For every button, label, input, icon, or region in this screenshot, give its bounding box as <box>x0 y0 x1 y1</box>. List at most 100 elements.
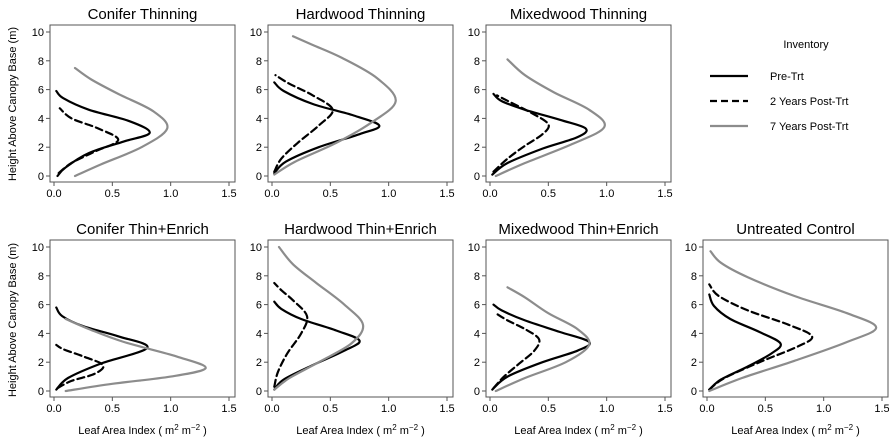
y-tick-label: 0 <box>256 386 262 398</box>
series-line-2-years-post-trt <box>273 74 334 173</box>
panel-hardwood-thinning: Hardwood Thinning 0 2 4 6 8 10 0.0 0.5 1.0 1.5 <box>250 6 455 200</box>
y-axis-label-bottom: Height Above Canopy Base (m) <box>7 243 19 397</box>
x-tick-label: 1.5 <box>439 188 454 200</box>
x-tick-label: 0.0 <box>482 403 497 415</box>
x-tick-label: 0.0 <box>699 403 714 415</box>
x-tick-label: 0.5 <box>323 188 338 200</box>
y-tick-label: 6 <box>474 85 480 97</box>
plot-frame <box>702 239 889 398</box>
y-tick-label: 0 <box>474 386 480 398</box>
y-tick-label: 0 <box>38 171 44 183</box>
y-axis-label-top: Height Above Canopy Base (m) <box>7 27 19 181</box>
y-tick-label: 10 <box>685 242 697 254</box>
series-line-pre-trt <box>273 300 361 391</box>
x-tick-label: 1.5 <box>657 403 672 415</box>
y-tick-label: 0 <box>474 171 480 183</box>
plot-frame <box>267 24 454 183</box>
y-tick-label: 4 <box>38 113 44 125</box>
y-tick-label: 10 <box>468 242 480 254</box>
legend-label-pre-trt: Pre-Trt <box>770 71 804 83</box>
y-tick-label: 2 <box>256 142 262 154</box>
x-tick-label: 0.5 <box>105 403 120 415</box>
y-tick-label: 2 <box>691 357 697 369</box>
x-tick-label: 1.0 <box>599 403 614 415</box>
panel-conifer-thinning: Conifer Thinning 0 2 4 6 8 10 0.0 0.5 1.0 1.5 <box>32 6 237 200</box>
x-tick-label: 0.0 <box>264 403 279 415</box>
x-tick-label: 1.5 <box>874 403 889 415</box>
series-line-2-years-post-trt <box>55 343 105 390</box>
plot-frame <box>49 239 236 398</box>
series-line-pre-trt <box>491 303 591 391</box>
y-tick-label: 6 <box>38 85 44 97</box>
panel-title: Mixedwood Thinning <box>510 6 647 23</box>
legend-label-7yr-post-trt: 7 Years Post-Trt <box>770 121 848 133</box>
panel-title: Mixedwood Thin+Enrich <box>498 221 658 238</box>
series-line-2-years-post-trt <box>708 283 814 391</box>
y-tick-label: 4 <box>691 328 697 340</box>
x-axis-label: Leaf Area Index ( m2 m−2 ) <box>296 423 425 437</box>
plot-frame <box>485 24 672 183</box>
y-tick-label: 10 <box>32 27 44 39</box>
y-tick-label: 8 <box>38 56 44 68</box>
series-line-7-years-post-trt <box>64 317 207 393</box>
y-tick-label: 4 <box>256 328 262 340</box>
legend-label-2yr-post-trt: 2 Years Post-Trt <box>770 96 848 108</box>
y-tick-label: 6 <box>256 85 262 97</box>
panel-title: Hardwood Thinning <box>296 6 426 23</box>
y-tick-label: 0 <box>256 171 262 183</box>
panel-title: Conifer Thinning <box>88 6 198 23</box>
panel-title: Hardwood Thin+Enrich <box>284 221 437 238</box>
x-tick-label: 1.0 <box>599 188 614 200</box>
y-tick-label: 0 <box>691 386 697 398</box>
series-line-2-years-post-trt <box>492 94 550 173</box>
series-line-7-years-post-trt <box>273 35 397 176</box>
series-line-pre-trt <box>273 81 381 175</box>
panel-untreated-control: Untreated Control 0 2 4 6 8 10 0.0 0.5 1.0 1.5 Leaf… <box>685 221 889 437</box>
y-tick-label: 2 <box>474 142 480 154</box>
y-tick-label: 8 <box>474 271 480 283</box>
x-tick-label: 1.5 <box>221 403 236 415</box>
series-line-7-years-post-trt <box>73 66 169 178</box>
plot-frame <box>485 239 672 398</box>
x-tick-label: 0.0 <box>482 188 497 200</box>
y-tick-label: 8 <box>256 56 262 68</box>
legend-title: Inventory <box>783 39 829 51</box>
x-tick-label: 1.0 <box>381 403 396 415</box>
x-tick-label: 1.5 <box>657 188 672 200</box>
y-tick-label: 2 <box>38 142 44 154</box>
y-tick-label: 2 <box>256 357 262 369</box>
x-axis-label: Leaf Area Index ( m2 m−2 ) <box>731 423 860 437</box>
panel-hardwood-thin-enrich: Hardwood Thin+Enrich 0 2 4 6 8 10 0.0 0.5 1.0 1.5 L… <box>250 221 455 437</box>
y-tick-label: 2 <box>38 357 44 369</box>
x-tick-label: 0.0 <box>46 403 61 415</box>
x-tick-label: 0.5 <box>758 403 773 415</box>
series-line-2-years-post-trt <box>492 312 541 390</box>
x-tick-label: 0.5 <box>105 188 120 200</box>
plot-frame <box>49 24 236 183</box>
plot-frame <box>267 239 454 398</box>
x-tick-label: 1.0 <box>816 403 831 415</box>
panel-mixedwood-thin-enrich: Mixedwood Thin+Enrich 0 2 4 6 8 10 0.0 0.5 1.0 1.5… <box>468 221 673 437</box>
y-tick-label: 10 <box>32 242 44 254</box>
y-tick-label: 4 <box>256 113 262 125</box>
y-tick-label: 6 <box>691 300 697 312</box>
x-axis-label: Leaf Area Index ( m2 m−2 ) <box>78 423 207 437</box>
series-line-7-years-post-trt <box>494 58 606 178</box>
series-line-2-years-post-trt <box>57 107 120 175</box>
y-tick-label: 0 <box>38 386 44 398</box>
legend: Inventory Pre-Trt 2 Years Post-Trt 7 Yea… <box>710 39 848 133</box>
panel-conifer-thin-enrich: Conifer Thin+Enrich 0 2 4 6 8 10 0.0 0.5 1.0 1.5 Le… <box>32 221 237 437</box>
y-tick-label: 10 <box>250 242 262 254</box>
y-tick-label: 10 <box>468 27 480 39</box>
y-tick-label: 6 <box>256 300 262 312</box>
series-line-7-years-post-trt <box>708 250 878 393</box>
x-tick-label: 1.5 <box>221 188 236 200</box>
x-tick-label: 0.0 <box>46 188 61 200</box>
y-tick-label: 6 <box>38 300 44 312</box>
x-tick-label: 1.0 <box>381 188 396 200</box>
x-tick-label: 0.5 <box>323 403 338 415</box>
y-tick-label: 2 <box>474 357 480 369</box>
panel-title: Conifer Thin+Enrich <box>76 221 209 238</box>
y-tick-label: 8 <box>256 271 262 283</box>
